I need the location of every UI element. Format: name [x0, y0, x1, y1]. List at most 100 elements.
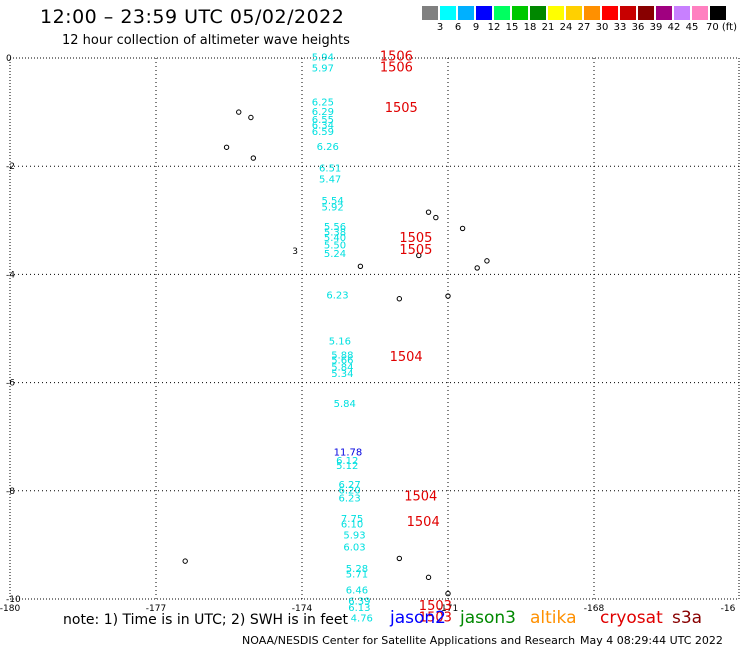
- y-tick-label: -2: [6, 162, 15, 172]
- legend-altika: altika: [530, 608, 577, 628]
- colorbar-swatch: [476, 6, 492, 20]
- colorbar-swatch: [566, 6, 582, 20]
- legend-cryosat: cryosat: [600, 608, 663, 628]
- island-outline: [445, 590, 451, 597]
- wave-height-value: 6.29: [312, 107, 334, 118]
- wave-height-value: 5.56: [324, 222, 346, 233]
- colorbar-label: 21: [541, 22, 555, 33]
- x-tick-label: -180: [0, 604, 20, 614]
- map-annotation: 3: [292, 247, 298, 257]
- colorbar-label: 9: [472, 22, 480, 33]
- wave-height-value: 4.76: [351, 614, 373, 625]
- y-tick-label: -10: [6, 595, 21, 605]
- wave-height-value: 6.55: [312, 115, 334, 126]
- wave-height-value: 5.50: [324, 240, 346, 251]
- map-subtitle: 12 hour collection of altimeter wave hei…: [62, 33, 350, 48]
- colorbar-swatch: [620, 6, 636, 20]
- island-outline: [425, 209, 432, 215]
- y-tick-label: -6: [6, 379, 15, 389]
- colorbar-swatch: [458, 6, 474, 20]
- island-outline: [484, 258, 490, 264]
- y-tick-label: -4: [6, 270, 15, 280]
- island-outline: [433, 214, 439, 221]
- pass-number-label: 1505: [385, 101, 418, 116]
- legend-jason3: jason3: [460, 608, 516, 628]
- colorbar-swatch: [656, 6, 672, 20]
- pass-number-label: 1503: [419, 611, 452, 626]
- wave-height-value: 6.27: [339, 480, 361, 491]
- wave-height-value: 5.97: [312, 64, 334, 75]
- colorbar-label: 24: [559, 22, 573, 33]
- x-tick-label: -168: [584, 604, 605, 614]
- wave-height-value: 6.20: [339, 486, 361, 497]
- y-tick-label: 0: [6, 54, 12, 64]
- island-outline: [223, 144, 230, 150]
- credit-text: NOAA/NESDIS Center for Satellite Applica…: [242, 634, 576, 647]
- legend-s3a: s3a: [672, 608, 703, 628]
- wave-height-value: 5.71: [346, 569, 368, 580]
- pass-number-label: 1504: [404, 490, 437, 505]
- pass-number-label: 1506: [380, 61, 413, 76]
- colorbar-swatch: [692, 6, 708, 20]
- colorbar-label: 15: [505, 22, 519, 33]
- colorbar-swatch: [422, 6, 438, 20]
- colorbar-swatch: [530, 6, 546, 20]
- wave-height-value: 5.54: [321, 196, 343, 207]
- wave-height-value: 5.40: [324, 233, 346, 244]
- x-tick-label: -16: [721, 604, 736, 614]
- colorbar-label: 27: [577, 22, 591, 33]
- wave-height-value: 6.10: [341, 520, 363, 531]
- wave-height-value: 5.16: [329, 337, 351, 348]
- pass-number-label: 1505: [399, 243, 432, 258]
- colorbar-swatch: [584, 6, 600, 20]
- wave-height-value: 5.84: [331, 363, 353, 374]
- colorbar-swatch: [440, 6, 456, 20]
- wave-height-value: 5.66: [331, 356, 353, 367]
- wave-height-value: 6.12: [336, 456, 358, 467]
- colorbar-label: 6: [454, 22, 462, 33]
- island-outline: [445, 293, 451, 299]
- colorbar-swatch: [548, 6, 564, 20]
- wave-height-value: 5.88: [331, 350, 353, 361]
- wave-height-value: 6.26: [317, 142, 339, 153]
- wave-height-value: 5.28: [346, 564, 368, 575]
- island-outline: [236, 109, 242, 115]
- wave-height-value: 6.46: [346, 586, 368, 597]
- wave-height-value: 6.25: [312, 98, 334, 109]
- island-outline: [474, 265, 480, 271]
- island-outline: [250, 155, 257, 161]
- wave-height-value: 5.38: [324, 227, 346, 238]
- wave-height-value: 5.84: [334, 399, 356, 410]
- pass-number-label: 1506: [380, 50, 413, 65]
- colorbar-label: 36: [631, 22, 645, 33]
- x-tick-label: -177: [146, 604, 166, 614]
- colorbar-swatch: [494, 6, 510, 20]
- colorbar-label: 45: [685, 22, 699, 33]
- legend-jason2: jason2: [390, 608, 446, 628]
- wave-height-value: 5.34: [331, 369, 353, 380]
- island-outline: [182, 558, 188, 564]
- wave-height-value: 6.23: [326, 291, 348, 302]
- wave-height-value: 6.39: [348, 596, 370, 607]
- pass-number-label: 1503: [419, 599, 452, 614]
- wave-height-value: 5.24: [324, 249, 346, 260]
- colorbar-swatch: [710, 6, 726, 20]
- colorbar-label: 3: [436, 22, 444, 33]
- pass-number-label: 1504: [390, 350, 423, 365]
- map-title: 12:00 – 23:59 UTC 05/02/2022: [40, 6, 345, 28]
- island-outline: [248, 114, 254, 121]
- wave-height-value: 5.92: [321, 203, 343, 214]
- island-outline: [396, 296, 403, 302]
- island-outline: [459, 225, 466, 232]
- island-outline: [425, 574, 432, 581]
- colorbar-swatch: [638, 6, 654, 20]
- colorbar-label: 70 (ft): [706, 22, 737, 33]
- colorbar-label: 12: [487, 22, 501, 33]
- generated-timestamp: May 4 08:29:44 UTC 2022: [580, 634, 723, 647]
- wave-height-value: 5.93: [343, 530, 365, 541]
- colorbar-label: 30: [595, 22, 609, 33]
- colorbar-swatch: [512, 6, 528, 20]
- wave-height-value: 5.12: [336, 461, 358, 472]
- pass-number-label: 1504: [407, 515, 440, 530]
